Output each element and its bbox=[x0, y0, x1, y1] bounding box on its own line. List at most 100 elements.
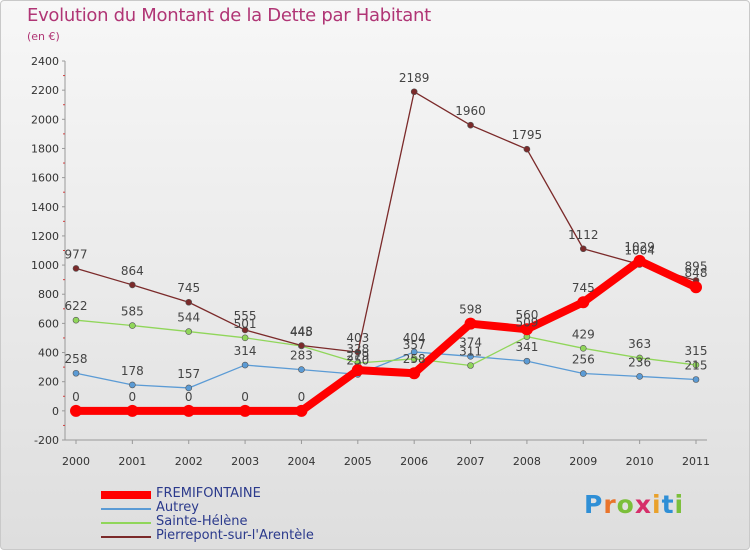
data-label: 848 bbox=[685, 266, 708, 280]
data-label: 258 bbox=[403, 352, 426, 366]
data-point bbox=[467, 121, 474, 129]
data-point bbox=[185, 384, 193, 392]
data-label: 509 bbox=[515, 316, 538, 330]
data-label: 314 bbox=[234, 344, 257, 358]
data-point bbox=[70, 404, 82, 417]
data-point bbox=[239, 404, 252, 417]
data-point bbox=[523, 357, 531, 365]
data-label: 363 bbox=[628, 337, 651, 351]
data-label: 311 bbox=[459, 345, 482, 359]
legend-label: Sainte-Hélène bbox=[156, 514, 248, 529]
data-point bbox=[241, 361, 249, 369]
x-tick-label: 2002 bbox=[175, 455, 203, 468]
y-tick-label: 400 bbox=[38, 347, 59, 360]
data-label: 560 bbox=[515, 308, 538, 322]
data-point bbox=[182, 404, 195, 417]
data-label: 745 bbox=[572, 281, 595, 295]
legend-item: Autrey bbox=[101, 500, 401, 517]
data-point bbox=[126, 404, 139, 417]
legend-label: Autrey bbox=[156, 500, 199, 515]
data-label: 977 bbox=[65, 247, 88, 261]
data-label: 1029 bbox=[624, 240, 655, 254]
data-label: 555 bbox=[234, 309, 257, 323]
data-point bbox=[185, 328, 193, 335]
logo-letter: x bbox=[634, 490, 652, 519]
series-line-3 bbox=[75, 91, 697, 353]
x-tick-label: 2011 bbox=[682, 455, 710, 468]
data-label: 236 bbox=[628, 355, 651, 369]
data-label: 374 bbox=[459, 335, 482, 349]
y-tick-label: 1800 bbox=[31, 142, 59, 155]
data-label: 1795 bbox=[512, 128, 543, 142]
proxiti-logo: Proxiti bbox=[584, 490, 684, 519]
x-tick-label: 2007 bbox=[457, 455, 485, 468]
data-label: 0 bbox=[185, 390, 193, 404]
data-label: 585 bbox=[121, 305, 144, 319]
data-label: 1960 bbox=[455, 104, 486, 118]
data-label: 279 bbox=[346, 349, 369, 363]
data-point bbox=[351, 364, 364, 377]
data-point bbox=[185, 298, 193, 306]
y-tick-label: 800 bbox=[38, 288, 59, 301]
data-point bbox=[241, 334, 249, 342]
logo-letter: t bbox=[661, 490, 675, 519]
logo-letter: r bbox=[603, 490, 617, 519]
y-tick-label: 2200 bbox=[31, 84, 59, 97]
data-label: 0 bbox=[129, 390, 137, 404]
logo-letter: i bbox=[652, 490, 662, 519]
data-point bbox=[129, 322, 136, 329]
series-line-0 bbox=[72, 256, 700, 415]
y-tick-label: 1600 bbox=[31, 172, 59, 185]
data-point bbox=[72, 265, 80, 272]
y-tick-label: 2400 bbox=[31, 55, 59, 68]
x-tick-label: 2005 bbox=[344, 455, 372, 468]
logo-letter: P bbox=[584, 490, 604, 519]
data-label: 544 bbox=[177, 311, 200, 325]
data-point bbox=[72, 369, 80, 377]
data-point bbox=[129, 381, 136, 389]
y-tick-label: 1400 bbox=[31, 201, 59, 214]
data-point bbox=[579, 345, 587, 352]
data-label: 598 bbox=[459, 303, 482, 317]
data-point bbox=[523, 145, 531, 153]
legend-swatch bbox=[101, 536, 151, 538]
data-point bbox=[72, 316, 80, 324]
data-label: 283 bbox=[290, 349, 313, 363]
y-tick-label: 0 bbox=[52, 405, 59, 418]
x-tick-label: 2008 bbox=[513, 455, 541, 468]
data-label: 448 bbox=[290, 325, 313, 339]
series-line-1 bbox=[75, 351, 697, 389]
data-label: 2189 bbox=[399, 71, 430, 85]
data-label: 315 bbox=[685, 344, 708, 358]
data-label: 0 bbox=[298, 390, 306, 404]
data-point bbox=[298, 366, 305, 373]
legend-item: FREMIFONTAINE bbox=[101, 486, 401, 503]
x-tick-label: 2001 bbox=[118, 455, 146, 468]
legend-item: Sainte-Hélène bbox=[101, 514, 401, 531]
data-point bbox=[410, 348, 418, 356]
data-label: 404 bbox=[403, 331, 426, 345]
x-tick-label: 2003 bbox=[231, 455, 259, 468]
y-tick-label: 600 bbox=[38, 317, 59, 330]
data-label: 157 bbox=[177, 367, 200, 381]
x-tick-label: 2000 bbox=[62, 455, 90, 468]
y-tick-label: 1000 bbox=[31, 259, 59, 272]
x-tick-label: 2009 bbox=[569, 455, 597, 468]
data-point bbox=[692, 376, 700, 383]
data-point bbox=[129, 281, 136, 289]
data-label: 258 bbox=[65, 352, 88, 366]
x-tick-label: 2010 bbox=[626, 455, 654, 468]
data-label: 1004 bbox=[624, 243, 655, 257]
legend-swatch bbox=[101, 508, 151, 510]
data-label: 403 bbox=[346, 331, 369, 345]
y-tick-label: -200 bbox=[34, 434, 59, 447]
chart-subtitle: (en €) bbox=[27, 30, 60, 43]
data-label: 0 bbox=[72, 390, 80, 404]
x-tick-label: 2004 bbox=[287, 455, 315, 468]
logo-letter: o bbox=[616, 490, 635, 519]
chart-title: Evolution du Montant de la Dette par Hab… bbox=[27, 5, 431, 26]
data-label: 256 bbox=[572, 353, 595, 367]
y-tick-label: 2000 bbox=[31, 113, 59, 126]
